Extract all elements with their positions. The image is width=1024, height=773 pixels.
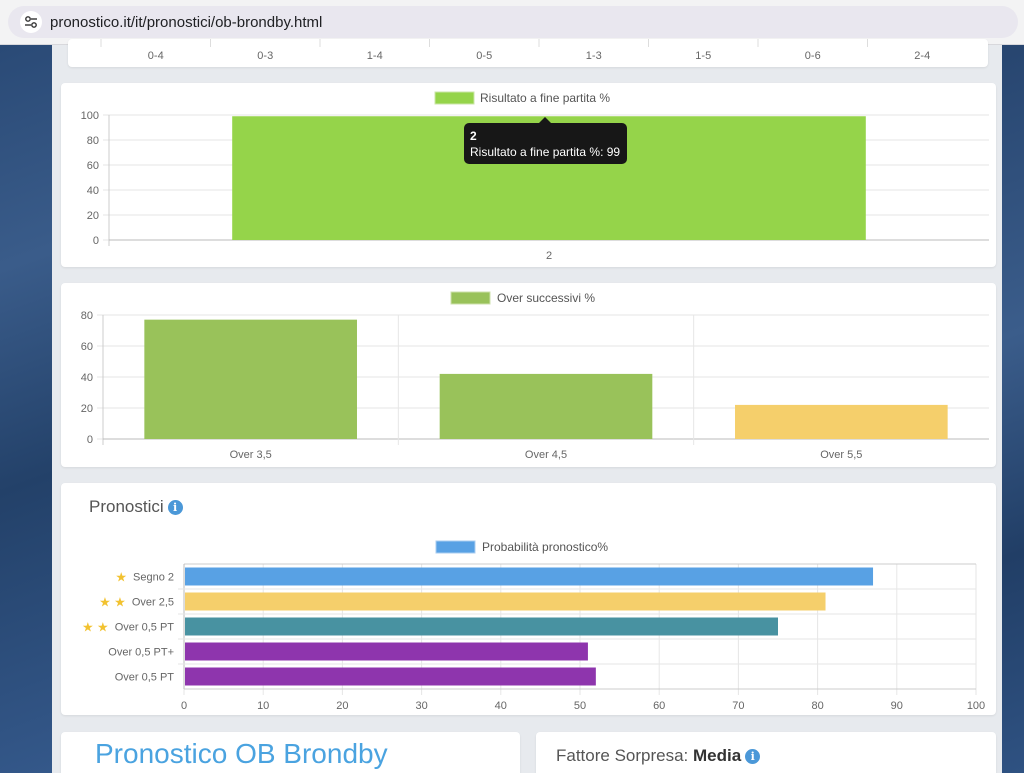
y-tick-label: Segno 2 (133, 572, 174, 584)
tooltip-title: 2 (470, 129, 477, 143)
bar (735, 404, 948, 439)
y-tick-label: 0 (93, 235, 99, 247)
legend-label: Risultato a fine partita % (480, 91, 610, 105)
pronostici-chart: Probabilità pronostico% 0 10 20 30 40 50 60 70 8… (82, 540, 985, 712)
x-tick-label: 30 (415, 700, 427, 712)
score-label: 1-4 (367, 50, 383, 62)
x-tick-label: 60 (653, 700, 665, 712)
url-text[interactable]: pronostico.it/it/pronostici/ob-brondby.h… (50, 14, 323, 31)
x-tick-label: Over 3,5 (230, 449, 272, 461)
x-tick-label: 90 (891, 700, 903, 712)
legend-swatch (450, 291, 491, 305)
tooltip-label: Risultato a fine partita %: 99 (470, 145, 621, 159)
pronostico-heading: Pronostico OB Brondby (95, 738, 388, 769)
over-chart-card: Over successivi % 0 20 40 60 80 Over 3,5 Over … (61, 283, 996, 467)
y-tick-label: 60 (87, 160, 99, 172)
browser-toolbar: pronostico.it/it/pronostici/ob-brondby.h… (0, 0, 1024, 45)
result-chart: Risultato a fine partita % 0 20 40 60 80 100 2 (81, 91, 989, 262)
score-label: 1-5 (695, 50, 711, 62)
tooltip-caret (539, 117, 551, 123)
score-table-card: 0-4 0-3 1-4 0-5 1-3 1-5 0-6 2-4 (68, 39, 988, 67)
sorpresa-value: Media (693, 746, 742, 765)
y-tick-label: 80 (87, 135, 99, 147)
y-tick-label: Over 0,5 PT (115, 622, 175, 634)
star-icon: ★ (114, 595, 126, 610)
score-label: 0-6 (805, 50, 821, 62)
x-tick-label: 100 (967, 700, 985, 712)
star-icon: ★ (82, 620, 94, 635)
page-content: 0-4 0-3 1-4 0-5 1-3 1-5 0-6 2-4 Risultato a fin… (52, 39, 1002, 773)
y-tick-label: Over 0,5 PT+ (108, 647, 174, 659)
address-bar[interactable]: pronostico.it/it/pronostici/ob-brondby.h… (8, 6, 1018, 38)
x-tick-label: 70 (732, 700, 744, 712)
legend-swatch (434, 91, 475, 105)
y-tick-label: 40 (81, 372, 93, 384)
bar (185, 567, 874, 586)
legend-swatch (435, 540, 476, 554)
sorpresa-text: Fattore Sorpresa: Media i (556, 746, 761, 766)
x-tick-label: Over 4,5 (525, 449, 567, 461)
score-row: 0-4 0-3 1-4 0-5 1-3 1-5 0-6 2-4 (100, 39, 930, 62)
x-tick-label: Over 5,5 (820, 449, 862, 461)
pronostici-title-text: Pronostici (89, 497, 164, 516)
star-icon: ★ (99, 595, 111, 610)
score-label: 0-3 (257, 50, 273, 62)
sorpresa-label: Fattore Sorpresa: (556, 746, 689, 765)
score-label: 0-4 (148, 50, 164, 62)
sorpresa-card: Fattore Sorpresa: Media i (536, 732, 996, 773)
bar (144, 319, 357, 439)
pronostico-card: Pronostico OB Brondby (61, 732, 520, 773)
y-tick-label: 0 (87, 434, 93, 446)
bar (439, 373, 653, 439)
x-tick-label: 2 (546, 250, 552, 262)
x-tick-label: 40 (495, 700, 507, 712)
result-chart-card: Risultato a fine partita % 0 20 40 60 80 100 2 (61, 83, 996, 267)
y-tick-label: Over 2,5 (132, 597, 174, 609)
legend-label: Over successivi % (497, 291, 595, 305)
score-label: 2-4 (914, 50, 930, 62)
y-tick-label: 40 (87, 185, 99, 197)
score-label: 1-3 (586, 50, 602, 62)
chart-tooltip: 2 Risultato a fine partita %: 99 (464, 123, 627, 164)
x-tick-label: 0 (181, 700, 187, 712)
info-icon[interactable]: i (745, 749, 761, 764)
over-chart: Over successivi % 0 20 40 60 80 Over 3,5 Over … (81, 291, 989, 461)
info-icon[interactable]: i (167, 500, 183, 515)
pronostici-title: Pronostici i (89, 497, 183, 517)
star-icon: ★ (115, 570, 127, 585)
y-tick-label: 20 (87, 210, 99, 222)
site-settings-icon[interactable] (20, 11, 42, 33)
star-icon: ★ (97, 620, 109, 635)
pronostici-card: Pronostici i Probabilità pronostico% 0 10 2… (61, 483, 996, 715)
score-label: 0-5 (476, 50, 492, 62)
bar (185, 667, 596, 686)
y-tick-label: 60 (81, 341, 93, 353)
y-tick-label: 100 (81, 110, 99, 122)
y-tick-label: Over 0,5 PT (115, 672, 175, 684)
x-tick-label: 10 (257, 700, 269, 712)
x-tick-label: 50 (574, 700, 586, 712)
x-tick-label: 20 (336, 700, 348, 712)
bar (185, 642, 588, 661)
bar (185, 592, 826, 611)
y-tick-label: 80 (81, 310, 93, 322)
y-tick-label: 20 (81, 403, 93, 415)
background-right (998, 45, 1024, 773)
background-left (0, 45, 52, 773)
x-tick-label: 80 (811, 700, 823, 712)
legend-label: Probabilità pronostico% (482, 540, 608, 554)
bar (185, 617, 778, 636)
